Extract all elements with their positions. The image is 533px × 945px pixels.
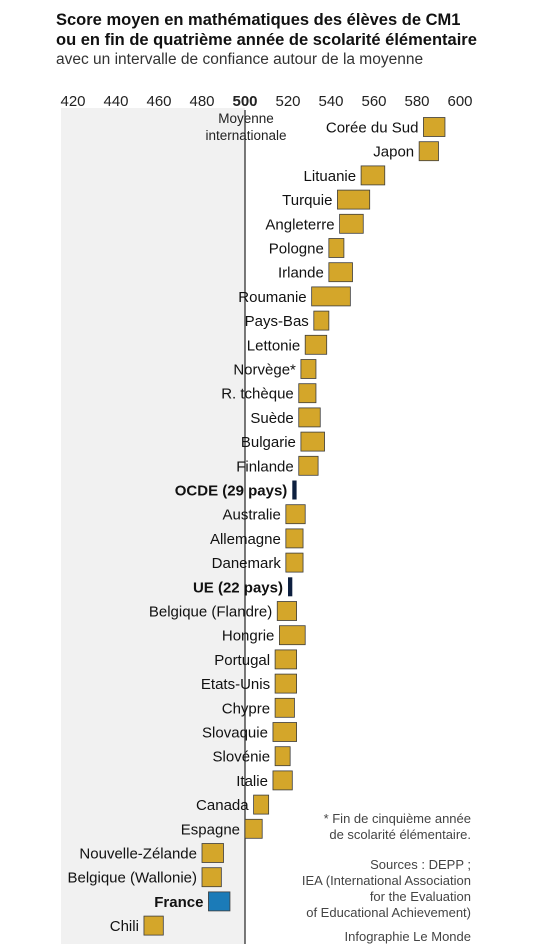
x-tick-label: 600: [447, 93, 472, 110]
x-tick-label: 460: [146, 93, 171, 110]
range-bar: [201, 843, 224, 863]
range-bar: [285, 552, 304, 573]
category-label: Portugal: [214, 652, 270, 669]
x-tick-label: 560: [361, 93, 386, 110]
category-label: Turquie: [282, 192, 332, 209]
x-tick-label: 440: [103, 93, 128, 110]
category-label: Slovénie: [213, 749, 271, 766]
range-bar: [244, 818, 263, 839]
range-bar: [311, 286, 351, 307]
category-label: Japon: [373, 144, 414, 161]
category-label: Belgique (Wallonie): [67, 870, 197, 887]
range-bar: [298, 407, 321, 428]
category-label: Australie: [222, 507, 280, 524]
range-bar: [298, 455, 319, 476]
range-bar: [313, 310, 330, 331]
category-label: Lituanie: [304, 168, 357, 185]
x-tick-label: 480: [189, 93, 214, 110]
category-label: Italie: [236, 773, 268, 790]
range-bar: [272, 722, 298, 742]
category-label: Chypre: [222, 700, 270, 717]
sources-line-1: Sources : DEPP ;: [370, 857, 471, 872]
reference-label-line-2: internationale: [205, 128, 286, 143]
credit: Infographie Le Monde: [344, 929, 471, 944]
range-bar: [300, 359, 317, 379]
category-label: Espagne: [181, 821, 240, 838]
chart-subtitle: avec un intervalle de confiance autour d…: [56, 51, 424, 68]
category-label: Lettonie: [247, 337, 300, 354]
category-label: Chili: [110, 918, 139, 935]
chart-title-line-2: ou en fin de quatrième année de scolarit…: [56, 31, 477, 49]
range-bar: [274, 673, 298, 694]
x-tick-label: 420: [60, 93, 85, 110]
range-bar: [278, 625, 306, 646]
category-label: Pologne: [269, 241, 324, 258]
x-tick-label: 580: [404, 93, 429, 110]
sources: Sources : DEPP ; IEA (International Asso…: [302, 857, 471, 921]
chart-title-line-1: Score moyen en mathématiques des élèves …: [56, 11, 461, 29]
range-bar: [300, 431, 325, 452]
footnote: * Fin de cinquième année de scolarité él…: [302, 811, 471, 843]
category-label: Suède: [250, 410, 293, 427]
reference-label-line-1: Moyenne: [218, 111, 274, 126]
range-bar: [285, 528, 304, 549]
category-label: Hongrie: [222, 628, 275, 645]
category-label: Danemark: [212, 555, 282, 572]
range-bar: [360, 165, 386, 186]
range-bar: [201, 867, 222, 888]
category-label: Canada: [196, 797, 249, 814]
range-bar: [274, 746, 291, 767]
category-label: OCDE (29 pays): [175, 483, 288, 500]
range-bar: [274, 697, 295, 718]
category-label: Etats-Unis: [201, 676, 270, 693]
category-label: Norvège*: [233, 362, 296, 379]
x-tick-label: 500: [232, 93, 257, 110]
category-label: Slovaquie: [202, 725, 268, 742]
range-bar: [328, 262, 353, 283]
x-tick-label: 520: [275, 93, 300, 110]
range-bar: [272, 770, 293, 791]
category-label: Allemagne: [210, 531, 281, 548]
category-label: Nouvelle-Zélande: [79, 846, 197, 863]
category-label: Bulgarie: [241, 434, 296, 451]
category-label: Finlande: [236, 458, 294, 475]
chart-title-block: Score moyen en mathématiques des élèves …: [56, 10, 526, 69]
category-label: UE (22 pays): [193, 579, 283, 596]
footnote-line-2: de scolarité élémentaire.: [329, 827, 471, 842]
range-bar: [418, 141, 439, 162]
category-label: France: [154, 894, 203, 911]
range-bar: [339, 213, 364, 234]
range-bar: [298, 383, 317, 404]
sources-line-4: of Educational Achievement): [306, 905, 471, 920]
category-label: R. tchèque: [221, 386, 294, 403]
range-bar: [143, 915, 164, 936]
range-bar: [253, 794, 270, 815]
category-label: Corée du Sud: [326, 120, 419, 137]
sources-line-3: for the Evaluation: [369, 889, 471, 904]
sources-line-2: IEA (International Association: [301, 873, 471, 888]
category-label: Roumanie: [238, 289, 306, 306]
range-bar: [276, 601, 298, 621]
x-tick-label: 540: [318, 93, 343, 110]
range-bar: [423, 117, 446, 137]
range-bar: [274, 649, 298, 670]
category-label: Angleterre: [265, 216, 334, 233]
range-bar: [337, 189, 371, 210]
below-average-zone: [61, 108, 245, 944]
range-bar: [292, 480, 297, 500]
chart-notes: * Fin de cinquième année de scolarité él…: [302, 811, 471, 945]
category-label: Pays-Bas: [245, 313, 309, 330]
category-label: Belgique (Flandre): [149, 604, 272, 621]
range-bar: [208, 891, 231, 912]
footnote-line-1: * Fin de cinquième année: [323, 811, 471, 826]
category-label: Irlande: [278, 265, 324, 282]
range-bar: [304, 334, 328, 355]
range-bar: [328, 238, 345, 258]
range-bar: [288, 577, 293, 597]
range-bar: [285, 504, 306, 525]
